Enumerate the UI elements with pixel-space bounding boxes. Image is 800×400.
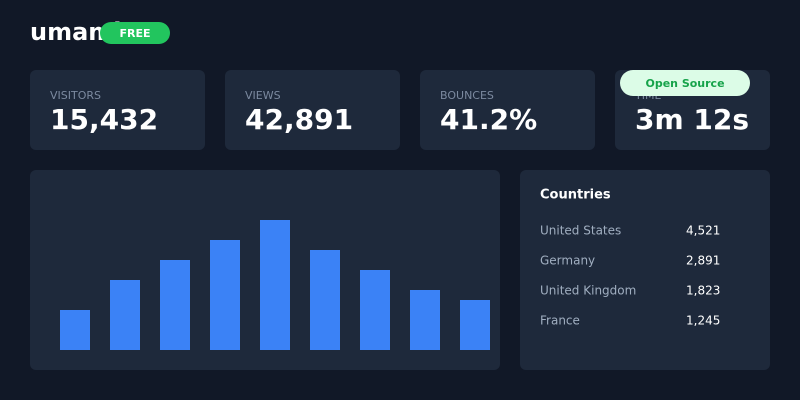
open-source-text[interactable]: Open Source — [645, 77, 724, 90]
bar — [410, 290, 440, 350]
bar — [260, 220, 290, 350]
country-name: Germany — [540, 254, 595, 268]
bar — [460, 300, 490, 350]
stat-value: 42,891 — [245, 103, 353, 136]
stat-label: VIEWS — [245, 89, 281, 102]
stat-label: BOUNCES — [440, 89, 494, 102]
bar — [210, 240, 240, 350]
open-source-badge[interactable] — [620, 70, 750, 96]
free-badge — [100, 22, 170, 44]
country-name: United States — [540, 224, 621, 238]
bar — [160, 260, 190, 350]
stat-value: 3m 12s — [635, 103, 749, 136]
bar — [310, 250, 340, 350]
country-count: 1,245 — [686, 314, 720, 328]
country-count: 2,891 — [686, 254, 720, 268]
stat-card — [225, 70, 400, 150]
country-name: United Kingdom — [540, 284, 636, 298]
stat-card — [30, 70, 205, 150]
countries-title: Countries — [540, 188, 611, 203]
bar — [360, 270, 390, 350]
countries-panel — [520, 170, 770, 370]
free-badge-text: FREE — [119, 27, 150, 40]
country-name: France — [540, 314, 580, 328]
stat-value: 41.2% — [440, 103, 537, 136]
country-count: 4,521 — [686, 224, 720, 238]
stat-label: VISITORS — [50, 89, 101, 102]
stat-value: 15,432 — [50, 103, 158, 136]
country-count: 1,823 — [686, 284, 720, 298]
bar — [110, 280, 140, 350]
stat-card — [420, 70, 595, 150]
bar — [60, 310, 90, 350]
